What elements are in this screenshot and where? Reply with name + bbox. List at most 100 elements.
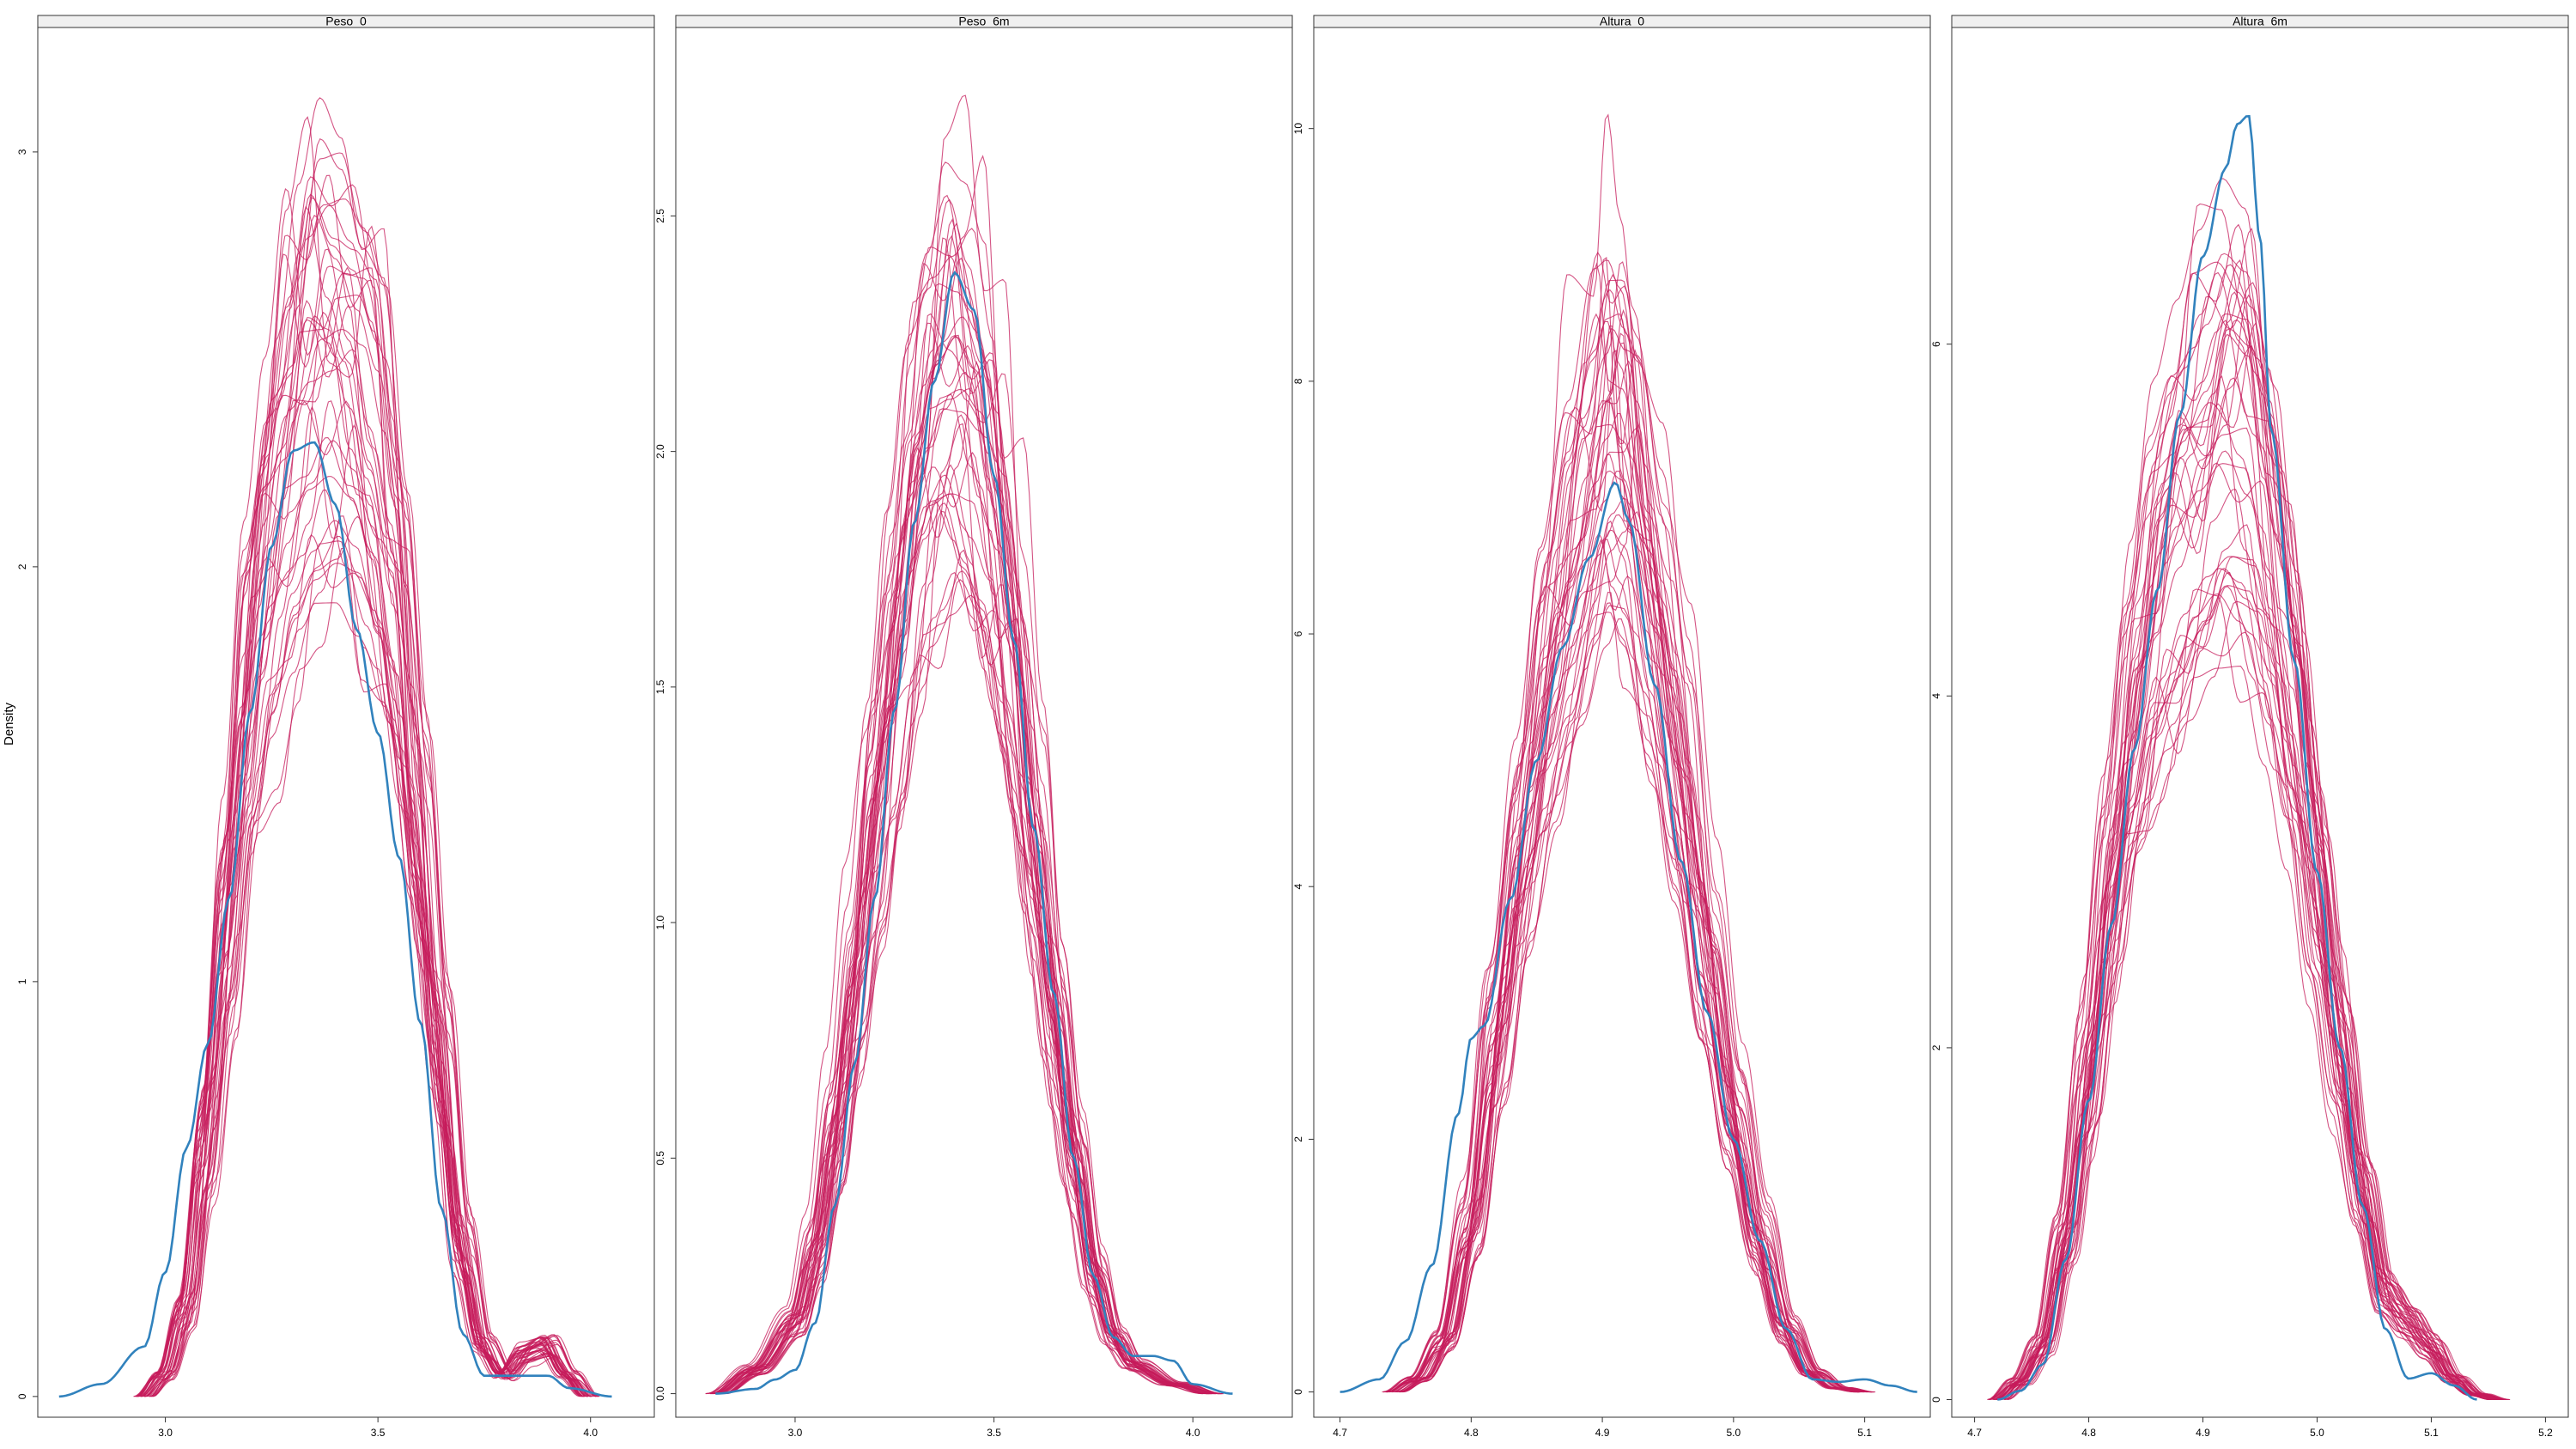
imputed-density-line bbox=[1998, 586, 2501, 1401]
x-tick-label: 4.9 bbox=[2196, 1427, 2210, 1439]
imputed-density-line bbox=[714, 501, 1213, 1395]
x-tick-label: 4.0 bbox=[583, 1427, 598, 1439]
imputed-density-line bbox=[140, 349, 587, 1397]
panel-title: Peso_6m bbox=[958, 15, 1009, 28]
x-tick-label: 4.9 bbox=[1595, 1427, 1610, 1439]
y-tick-label: 0 bbox=[1930, 1397, 1942, 1403]
y-tick-label: 1.0 bbox=[654, 915, 666, 929]
y-tick-label: 4 bbox=[1930, 693, 1942, 699]
imputed-density-line bbox=[1400, 279, 1873, 1393]
panel-title: Altura_6m bbox=[2233, 15, 2287, 28]
panel-3: Altura_0 4.7 4.8 4.9 5.0 5.1 0 2 4 6 8 10 bbox=[1292, 15, 1931, 1439]
panel-frame bbox=[1313, 27, 1931, 1418]
x-tick-label: 3.0 bbox=[158, 1427, 173, 1439]
x-tick-label: 4.7 bbox=[1967, 1427, 1982, 1439]
x-tick-label: 3.0 bbox=[788, 1427, 803, 1439]
imputed-density-line bbox=[1990, 568, 2494, 1401]
y-tick-label: 1 bbox=[16, 978, 28, 984]
y-tick-label: 8 bbox=[1292, 378, 1304, 384]
imputed-density-line bbox=[1993, 178, 2497, 1401]
imputed-density-line bbox=[144, 602, 592, 1397]
imputed-density-line bbox=[724, 549, 1222, 1395]
x-tick-label: 3.5 bbox=[371, 1427, 386, 1439]
imputed-density-line bbox=[138, 476, 586, 1397]
density-lines bbox=[1987, 114, 2511, 1401]
imputed-density-line bbox=[726, 94, 1224, 1395]
panel-frame bbox=[675, 27, 1293, 1418]
imputed-density-line bbox=[1400, 289, 1873, 1393]
imputed-density-line bbox=[153, 198, 600, 1397]
y-tick-label: 0.0 bbox=[654, 1386, 666, 1401]
x-tick-label: 5.0 bbox=[2310, 1427, 2324, 1439]
imputed-density-line bbox=[1401, 327, 1874, 1393]
y-tick-label: 0 bbox=[1292, 1389, 1304, 1395]
imputed-density-line bbox=[1383, 320, 1856, 1393]
observed-density-line bbox=[1997, 114, 2477, 1401]
y-tick-label: 2.5 bbox=[654, 209, 666, 223]
imputed-density-line bbox=[1987, 223, 2490, 1401]
y-tick-label: 10 bbox=[1292, 123, 1304, 135]
imputed-density-line bbox=[1998, 585, 2501, 1401]
density-lines bbox=[58, 97, 612, 1398]
x-tick-label: 5.0 bbox=[1727, 1427, 1741, 1439]
imputed-density-line bbox=[1391, 539, 1864, 1393]
y-tick-label: 1.5 bbox=[654, 679, 666, 694]
x-tick-label: 4.7 bbox=[1333, 1427, 1347, 1439]
imputed-density-line bbox=[144, 294, 592, 1397]
y-tick-label: 2.0 bbox=[654, 444, 666, 459]
imputed-density-line bbox=[717, 336, 1215, 1395]
x-tick-label: 5.1 bbox=[1857, 1427, 1872, 1439]
observed-density-line bbox=[58, 441, 612, 1398]
y-tick-label: 2 bbox=[1930, 1044, 1942, 1050]
panel-frame bbox=[1951, 27, 2569, 1418]
imputed-density-line bbox=[723, 316, 1222, 1395]
y-tick-label: 0 bbox=[16, 1393, 28, 1399]
y-tick-label: 2 bbox=[16, 563, 28, 569]
x-tick-label: 5.2 bbox=[2538, 1427, 2553, 1439]
imputed-density-line bbox=[2000, 344, 2503, 1401]
imputed-density-line bbox=[137, 116, 585, 1397]
imputed-density-line bbox=[706, 161, 1204, 1395]
panel-title: Altura_0 bbox=[1600, 15, 1644, 28]
y-axis-title: Density bbox=[2, 702, 16, 746]
panel-title: Peso_0 bbox=[325, 15, 367, 28]
imputed-density-line bbox=[709, 198, 1207, 1395]
imputed-density-line bbox=[719, 334, 1217, 1395]
observed-density-line bbox=[715, 271, 1233, 1395]
imputed-density-line bbox=[137, 188, 585, 1397]
imputed-density-line bbox=[151, 547, 598, 1397]
panel-1: Peso_0 3.0 3.5 4.0 0 1 2 3 bbox=[16, 15, 655, 1439]
imputed-density-line bbox=[712, 234, 1211, 1395]
imputed-density-line bbox=[1988, 259, 2492, 1401]
x-tick-label: 4.0 bbox=[1186, 1427, 1200, 1439]
imputed-density-line bbox=[709, 313, 1208, 1395]
imputed-density-line bbox=[149, 97, 597, 1397]
imputed-density-line bbox=[1395, 412, 1869, 1393]
x-tick-label: 4.8 bbox=[2081, 1427, 2096, 1439]
y-tick-label: 0.5 bbox=[654, 1151, 666, 1166]
imputed-density-line bbox=[150, 515, 598, 1397]
x-tick-label: 3.5 bbox=[987, 1427, 1001, 1439]
imputed-density-line bbox=[1387, 423, 1860, 1393]
imputed-density-line bbox=[1992, 203, 2495, 1401]
y-tick-label: 3 bbox=[16, 149, 28, 155]
observed-density-line bbox=[1340, 481, 1917, 1393]
imputed-density-line bbox=[1385, 602, 1858, 1393]
density-lines bbox=[1340, 113, 1917, 1393]
imputed-density-line bbox=[722, 388, 1220, 1395]
imputed-density-line bbox=[149, 540, 596, 1397]
imputed-density-line bbox=[1996, 320, 2500, 1401]
imputed-density-line bbox=[1989, 588, 2492, 1401]
panel-2: Peso_6m 3.0 3.5 4.0 0.0 0.5 1.0 1.5 2.0 2.5 bbox=[654, 15, 1293, 1439]
y-tick-label: 2 bbox=[1292, 1136, 1304, 1142]
x-tick-label: 4.8 bbox=[1464, 1427, 1479, 1439]
panel-frame bbox=[37, 27, 655, 1418]
imputed-density-line bbox=[2002, 282, 2505, 1401]
density-lines bbox=[705, 94, 1233, 1395]
y-tick-label: 6 bbox=[1930, 341, 1942, 347]
imputed-density-line bbox=[1996, 294, 2500, 1401]
y-tick-label: 4 bbox=[1292, 884, 1304, 890]
panels-group: Peso_0 3.0 3.5 4.0 0 1 2 3 Peso_6m 3.0 3.5 4.0 0.0 0.… bbox=[16, 15, 2569, 1439]
